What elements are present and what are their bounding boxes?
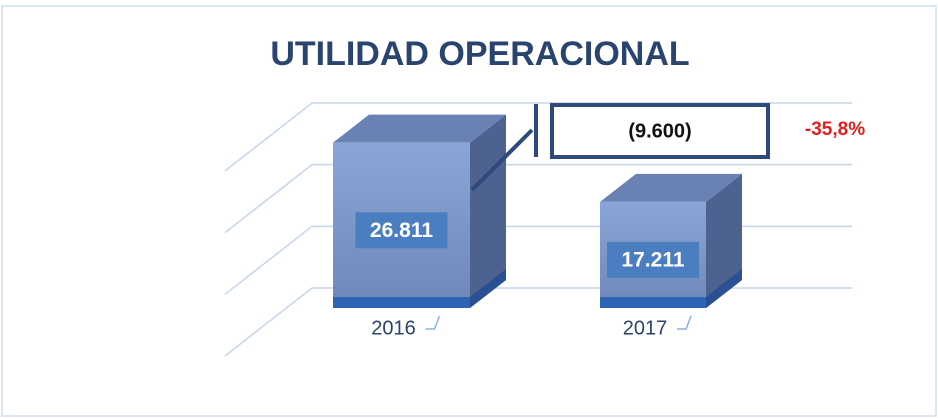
bars: 26.811 2016 17.211 2017 [333, 114, 742, 339]
value-label: 26.811 [370, 219, 433, 242]
value-label: 17.211 [621, 248, 684, 271]
bar-base [333, 297, 470, 308]
annotation: (9.600) [628, 120, 691, 142]
bar-base-side [470, 269, 506, 308]
bar: 26.811 2016 [333, 114, 506, 339]
annotation: -35,8% [805, 119, 865, 140]
grid-line [224, 163, 852, 234]
bar-base [600, 297, 706, 308]
x-tick-label: 2016 [371, 317, 416, 339]
x-tick-leader [425, 315, 441, 330]
bar: 17.211 2017 [600, 173, 742, 339]
bar-side [706, 173, 742, 308]
chart-title: UTILIDAD OPERACIONAL [270, 35, 689, 73]
x-tick-label: 2017 [623, 317, 668, 339]
bar-base-side [706, 269, 742, 308]
callout-line [470, 128, 534, 192]
bar-top [600, 173, 742, 202]
bar-top [333, 114, 506, 143]
callout: (9.600) [470, 103, 770, 192]
value-label-box [607, 241, 699, 278]
value-label-box [355, 212, 448, 249]
x-tick-leader [677, 315, 692, 330]
callout-box [550, 103, 770, 159]
